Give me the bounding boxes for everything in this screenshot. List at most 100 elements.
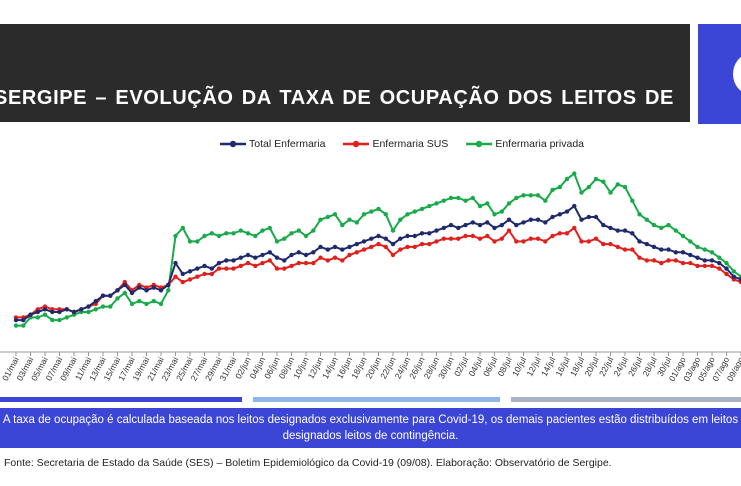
data-point-total [318, 244, 323, 250]
data-point-total [463, 222, 468, 228]
data-point-total [28, 312, 33, 317]
data-point-sus [209, 271, 214, 277]
data-point-sus [361, 247, 367, 252]
data-point-sus [521, 239, 526, 244]
data-point-total [202, 263, 207, 269]
data-point-total [709, 258, 715, 263]
data-point-privada [57, 317, 62, 323]
data-point-total [448, 222, 454, 228]
data-point-privada [622, 184, 628, 190]
data-point-sus [311, 260, 316, 266]
data-point-sus [427, 241, 432, 247]
data-point-total [35, 309, 40, 315]
data-point-privada [427, 203, 432, 209]
page-title: SERGIPE – EVOLUÇÃO DA TAXA DE OCUPAÇÃO D… [0, 44, 674, 224]
data-point-privada [42, 312, 48, 317]
data-point-sus [398, 247, 403, 252]
data-point-total [180, 271, 185, 277]
data-point-total [434, 228, 439, 233]
data-point-privada [688, 239, 693, 244]
data-point-total [521, 220, 526, 225]
data-point-sus [528, 236, 533, 241]
data-point-privada [274, 239, 280, 244]
data-point-privada [702, 247, 707, 252]
data-point-privada [644, 217, 649, 222]
data-point-privada [289, 231, 294, 236]
data-point-total [514, 222, 519, 228]
data-point-privada [340, 222, 345, 228]
data-point-sus [405, 244, 410, 250]
data-point-sus [485, 233, 490, 239]
data-point-total [485, 220, 490, 225]
methodology-note: A taxa de ocupação é calculada baseada n… [0, 408, 741, 448]
data-point-total [195, 266, 200, 271]
legend-item-privada: Enfermaria privada [466, 136, 584, 152]
data-point-privada [651, 222, 657, 228]
data-point-total [42, 307, 48, 312]
data-point-total [296, 250, 301, 255]
data-point-privada [615, 182, 620, 187]
data-point-total [311, 250, 316, 255]
data-point-privada [499, 209, 504, 214]
data-point-total [405, 233, 410, 239]
data-point-privada [209, 231, 214, 236]
data-point-privada [463, 198, 468, 203]
legend-label-sus: Enfermaria SUS [372, 138, 449, 150]
data-point-privada [528, 193, 533, 198]
data-point-total [659, 247, 664, 252]
data-point-privada [564, 176, 570, 182]
data-point-privada [238, 228, 243, 233]
data-point-sus [267, 258, 272, 263]
data-point-total [651, 244, 657, 250]
data-point-sus [325, 258, 330, 263]
data-point-total [586, 214, 591, 220]
data-point-privada [535, 193, 541, 198]
data-point-sus [637, 255, 642, 260]
data-point-privada [158, 301, 164, 307]
data-point-privada [492, 212, 497, 217]
data-point-total [129, 290, 135, 296]
data-point-total [601, 222, 606, 228]
data-point-privada [180, 225, 185, 231]
data-point-total [398, 236, 403, 241]
data-point-sus [253, 263, 258, 269]
legend-swatch-privada [466, 140, 493, 148]
data-point-privada [550, 187, 555, 193]
data-point-privada [115, 296, 120, 301]
data-point-sus [180, 279, 185, 285]
series-line-total [16, 204, 741, 322]
data-point-total [144, 288, 149, 293]
data-point-total [608, 225, 613, 231]
data-point-privada [637, 212, 642, 217]
data-point-privada [630, 198, 635, 203]
data-point-total [615, 228, 620, 233]
data-point-privada [64, 315, 70, 320]
divider-bar-3 [511, 397, 741, 402]
data-point-privada [325, 214, 330, 220]
series-line-sus [16, 226, 741, 319]
data-point-privada [311, 228, 316, 233]
data-point-privada [441, 198, 446, 203]
data-point-total [209, 266, 214, 271]
data-point-privada [108, 304, 113, 309]
data-point-privada [224, 231, 229, 236]
data-point-privada [673, 228, 678, 233]
note-line-2: designados leitos de contingência. [282, 430, 459, 442]
data-point-sus [506, 228, 512, 233]
data-point-privada [282, 236, 287, 241]
data-point-sus [296, 260, 301, 266]
data-point-sus [477, 236, 483, 241]
data-point-sus [224, 266, 229, 271]
title-line-1: SERGIPE – EVOLUÇÃO DA TAXA DE OCUPAÇÃO D… [0, 87, 674, 109]
data-point-total [419, 231, 425, 236]
data-point-total [347, 244, 352, 250]
data-point-privada [151, 298, 156, 304]
data-point-sus [586, 239, 591, 244]
data-point-sus [535, 236, 541, 241]
data-point-sus [412, 244, 417, 250]
data-point-sus [238, 263, 243, 269]
data-point-sus [550, 233, 555, 239]
data-point-total [86, 304, 91, 309]
data-point-total [390, 241, 396, 247]
data-point-total [376, 233, 381, 239]
